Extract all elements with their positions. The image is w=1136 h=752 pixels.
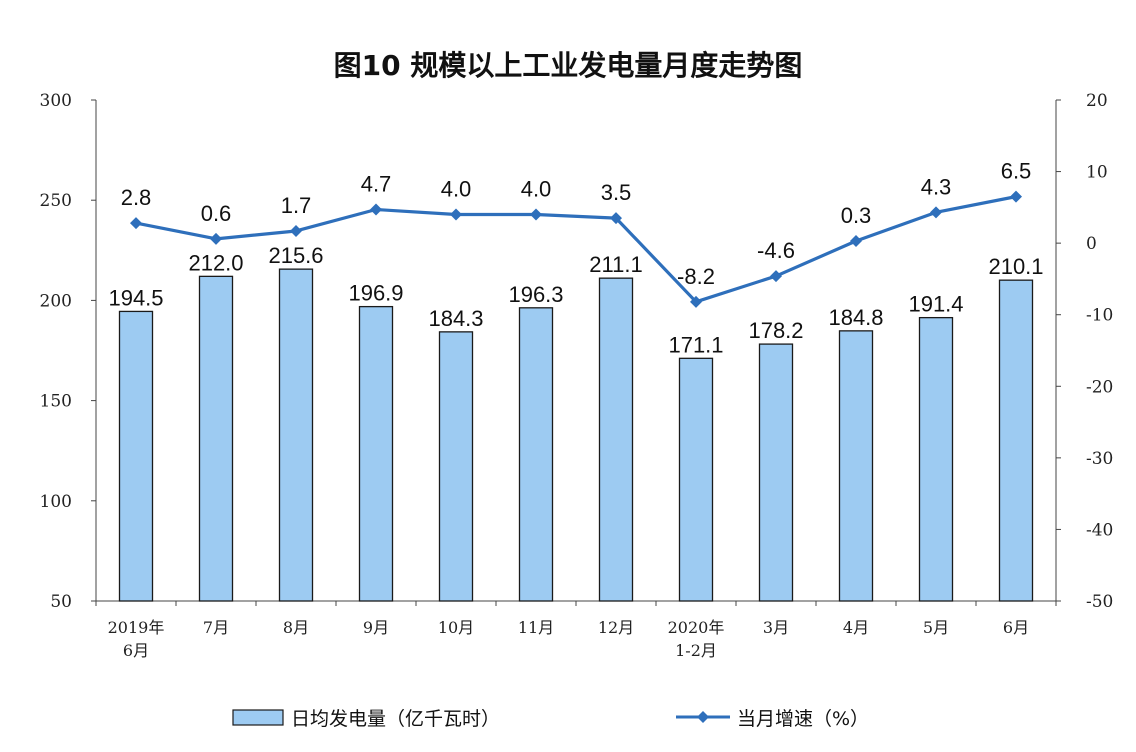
x-tick-label: 4月 <box>843 618 869 637</box>
legend-bar-label: 日均发电量（亿千瓦时） <box>291 708 500 730</box>
bar-value-label: 191.4 <box>908 292 963 317</box>
x-tick-label: 2019年 <box>108 618 165 637</box>
bar-series <box>118 268 1034 602</box>
bar-value-label: 184.3 <box>428 306 483 331</box>
line-point <box>610 212 622 225</box>
line-point <box>130 217 142 230</box>
bar <box>838 330 874 602</box>
y-left-tick-label: 200 <box>40 291 72 311</box>
y-right-tick-label: 0 <box>1086 234 1097 254</box>
line-value-label: 2.8 <box>121 185 152 210</box>
y-left-tick-label: 150 <box>40 392 72 412</box>
chart-axes: 50 100 150 200 250 300 -50 -40 -30 -20 -10 0 10 20 201… <box>40 91 1114 660</box>
line-value-label: 4.7 <box>361 172 392 197</box>
line-point <box>290 224 302 237</box>
line-point <box>530 208 542 221</box>
bar-value-label: 211.1 <box>589 252 642 277</box>
bar-value-label: 196.9 <box>348 281 403 306</box>
line-point <box>770 270 782 283</box>
legend-bar-swatch <box>232 709 284 726</box>
x-tick-label: 7月 <box>203 618 229 637</box>
bar <box>278 268 314 602</box>
bar <box>678 357 714 602</box>
line-point <box>850 234 862 247</box>
legend-line-label: 当月增速（%） <box>737 708 869 730</box>
bar <box>998 279 1034 602</box>
bar-value-label: 212.0 <box>188 250 243 275</box>
line-value-label: 1.7 <box>281 193 312 218</box>
y-left-tick-label: 250 <box>40 191 72 211</box>
x-tick-label: 3月 <box>763 618 789 637</box>
line-value-label: 4.3 <box>921 174 952 199</box>
x-tick-label: 9月 <box>363 618 389 637</box>
line-value-label: 4.0 <box>441 177 472 202</box>
bar-value-label: 210.1 <box>988 254 1043 279</box>
bar-value-label: 196.3 <box>508 282 563 307</box>
line-point <box>450 208 462 221</box>
growth-line <box>135 195 1017 304</box>
bar <box>198 275 234 602</box>
bar <box>758 343 794 602</box>
line-value-label: -8.2 <box>677 264 715 289</box>
x-tick-label: 6月 <box>123 641 149 660</box>
bar-value-label: 171.1 <box>668 332 723 357</box>
line-value-label: 3.5 <box>601 180 632 205</box>
y-left-tick-label: 50 <box>50 592 72 612</box>
bar <box>518 307 554 602</box>
x-tick-label: 2020年 <box>668 618 725 637</box>
bar <box>358 305 394 602</box>
y-right-tick-label: -30 <box>1086 449 1113 469</box>
x-tick-label: 12月 <box>598 618 634 637</box>
bar <box>918 316 954 602</box>
y-right-tick-label: -10 <box>1086 306 1113 326</box>
line-value-label: 0.6 <box>201 201 232 226</box>
bar <box>598 277 634 602</box>
line-point <box>370 203 382 216</box>
x-tick-label: 6月 <box>1003 618 1029 637</box>
bar <box>118 310 154 602</box>
bar-value-label: 194.5 <box>108 285 163 310</box>
bar-value-label: 215.6 <box>268 243 323 268</box>
legend-line-marker <box>697 711 709 723</box>
x-tick-label: 1-2月 <box>675 641 717 660</box>
x-tick-label: 11月 <box>518 618 554 637</box>
line-value-label: 4.0 <box>521 177 552 202</box>
line-value-label: -4.6 <box>757 238 795 263</box>
y-right-tick-label: -20 <box>1086 377 1113 397</box>
x-tick-label: 8月 <box>283 618 309 637</box>
line-point <box>690 295 702 308</box>
y-right-tick-label: 20 <box>1086 91 1108 111</box>
y-left-tick-label: 100 <box>40 492 72 512</box>
line-point <box>210 232 222 245</box>
chart-title: 图10 规模以上工业发电量月度走势图 <box>333 49 803 82</box>
bar <box>438 331 474 602</box>
line-value-label: 0.3 <box>841 203 872 228</box>
line-series <box>130 190 1022 308</box>
legend: 日均发电量（亿千瓦时） 当月增速（%） <box>232 708 869 730</box>
line-point <box>930 206 942 219</box>
y-right-tick-label: 10 <box>1086 163 1108 183</box>
bar-value-label: 184.8 <box>828 305 883 330</box>
line-value-label: 6.5 <box>1001 159 1032 184</box>
line-point <box>1010 190 1022 203</box>
bar-value-label: 178.2 <box>748 318 803 343</box>
y-left-tick-label: 300 <box>40 91 72 111</box>
x-tick-label: 10月 <box>438 618 474 637</box>
y-right-tick-label: -40 <box>1086 520 1113 540</box>
y-right-tick-label: -50 <box>1086 592 1113 612</box>
data-labels: 194.5 212.0 215.6 196.9 184.3 196.3 211.1 171.1… <box>108 159 1043 358</box>
x-tick-label: 5月 <box>923 618 949 637</box>
